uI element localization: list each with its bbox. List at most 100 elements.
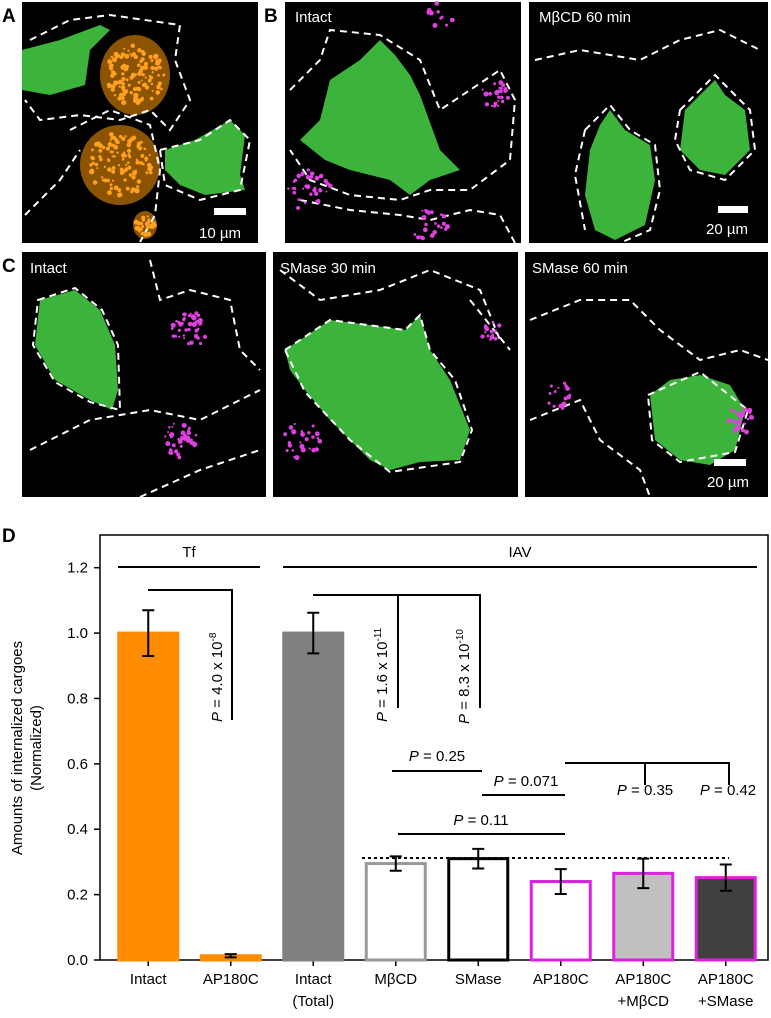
punctum [202,334,208,339]
punctum [135,99,141,105]
punctum [549,384,553,388]
x-tick-label: +MβCD [617,993,669,1010]
punctum [141,224,145,228]
punctum [121,72,125,76]
punctum [131,135,137,141]
p-value: P = 0.071 [494,773,559,790]
punctum [110,63,114,67]
punctum [122,63,127,68]
punctum [505,95,510,100]
x-tick-label: Intact [130,971,168,988]
punctum [133,54,139,60]
punctum [162,73,166,77]
punctum [109,150,113,154]
punctum [744,409,747,412]
punctum [109,183,113,187]
punctum [141,73,145,77]
punctum [498,86,501,90]
punctum [736,411,741,416]
punctum [184,328,188,332]
punctum [157,73,160,77]
punctum [124,167,129,171]
punctum [421,209,424,212]
punctum [133,219,139,225]
y-axis-title: Amounts of internalized cargoes [9,641,26,855]
punctum [128,138,132,143]
punctum [285,449,289,453]
punctum [194,433,198,437]
punctum [730,408,734,412]
punctum [136,86,142,92]
punctum [424,209,428,213]
punctum [136,144,139,147]
axis-title: Amounts of internalized cargoes (Normali… [9,641,45,855]
punctum [146,162,152,168]
punctum [153,54,159,60]
group-label: IAV [508,544,531,561]
punctum [177,328,181,332]
punctum [317,201,321,205]
punctum [133,92,139,98]
punctum [547,401,551,405]
punctum [109,139,112,142]
punctum [299,198,302,201]
punctum [144,158,148,162]
punctum [737,419,743,424]
punctum [486,334,490,338]
punctum [130,43,136,49]
punctum [90,148,94,152]
punctum [120,85,126,90]
punctum [144,221,150,227]
punctum [489,329,494,334]
punctum [432,22,438,28]
punctum [743,422,746,426]
punctum [156,60,161,66]
punctum [187,429,190,432]
bar [529,880,592,962]
punctum [491,321,495,324]
punctum [413,233,417,236]
punctum [138,146,143,151]
punctum [192,441,196,444]
punctum [124,53,130,59]
punctum [150,58,154,62]
punctum [125,78,129,82]
error-bar [719,863,732,892]
punctum [152,223,157,228]
punctum [188,426,191,430]
x-tick-label: (Total) [292,993,334,1010]
punctum [439,16,443,20]
punctum [426,7,432,13]
punctum [107,167,112,172]
punctum [480,334,485,339]
x-tick-label: Intact [295,971,333,988]
punctum [747,407,753,413]
image-title: Intact [30,260,68,277]
punctum [131,175,136,180]
punctum [291,449,295,452]
punctum [135,158,138,161]
punctum [325,190,328,193]
punctum [314,431,320,437]
punctum [416,235,421,240]
punctum [558,403,564,409]
punctum [294,455,300,461]
punctum [117,96,122,101]
punctum [449,17,455,23]
punctum [198,341,203,346]
punctum [311,435,315,439]
punctum [189,312,192,315]
punctum [139,227,143,231]
punctum [501,83,506,88]
punctum [314,175,320,181]
punctum [135,160,140,165]
punctum [146,231,152,237]
punctum [123,47,126,50]
punctum [187,327,191,332]
punctum [117,79,123,85]
punctum [157,81,163,86]
punctum [110,70,115,74]
punctum [134,188,140,194]
punctum [107,59,113,65]
punctum [424,222,428,227]
